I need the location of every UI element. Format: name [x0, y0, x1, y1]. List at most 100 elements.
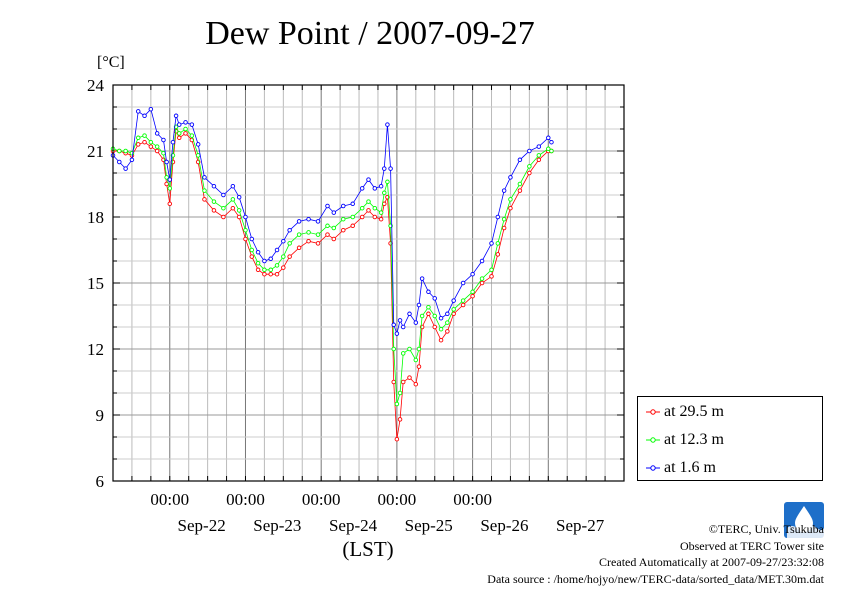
legend-marker-icon	[646, 437, 660, 443]
data-point	[176, 131, 182, 136]
x-day-label: Sep-23	[253, 516, 301, 535]
data-point	[170, 139, 176, 145]
data-point	[407, 311, 412, 317]
data-point	[306, 238, 311, 244]
data-point	[296, 245, 302, 251]
data-point	[400, 324, 406, 330]
data-point	[479, 258, 485, 264]
credits-block: ©TERC, Univ. Tsukuba Observed at TERC To…	[487, 521, 824, 587]
data-point	[148, 144, 154, 149]
data-point	[249, 236, 255, 242]
data-point	[391, 346, 396, 352]
data-point	[350, 201, 355, 207]
data-point	[372, 205, 378, 211]
data-point	[176, 135, 182, 141]
data-point	[400, 351, 406, 356]
data-point	[479, 276, 485, 281]
terc-logo-icon	[784, 502, 824, 538]
data-point	[536, 153, 542, 158]
x-hour-label: 00:00	[453, 490, 492, 509]
data-point	[164, 159, 169, 165]
data-point	[189, 122, 195, 127]
data-point	[211, 199, 217, 204]
data-point	[142, 113, 147, 119]
data-point	[432, 324, 437, 330]
data-point	[183, 131, 188, 136]
data-point	[508, 175, 513, 180]
data-point	[426, 289, 431, 295]
data-point	[426, 311, 431, 317]
data-point	[432, 313, 437, 319]
data-point	[495, 214, 501, 220]
y-tick-label: 6	[96, 472, 105, 491]
legend-label: at 12.3 m	[664, 431, 724, 448]
data-point	[148, 139, 154, 145]
data-point	[372, 186, 378, 191]
data-point	[527, 148, 532, 154]
data-point	[262, 271, 267, 277]
data-point	[536, 144, 542, 149]
data-point	[536, 157, 542, 163]
data-point	[230, 205, 236, 211]
x-hour-label: 00:00	[302, 490, 341, 509]
data-point	[382, 166, 387, 171]
data-point	[202, 175, 207, 180]
data-point	[470, 293, 475, 299]
data-point	[489, 274, 494, 279]
data-point	[460, 298, 466, 303]
data-point	[413, 357, 419, 363]
data-point	[432, 296, 437, 301]
data-point	[154, 148, 160, 154]
data-point	[262, 258, 267, 264]
data-point	[378, 216, 384, 222]
created-text: Created Automatically at 2007-09-27/23:3…	[599, 555, 824, 569]
data-point	[325, 203, 330, 209]
data-point	[243, 236, 248, 242]
data-point	[438, 337, 444, 343]
data-point	[255, 267, 261, 273]
data-point	[142, 133, 147, 138]
data-point	[331, 210, 337, 215]
source-text: Data source : /home/hojyo/new/TERC-data/…	[487, 571, 824, 586]
data-point	[397, 390, 403, 396]
data-point	[176, 122, 182, 127]
legend-entry: at 12.3 m	[646, 429, 724, 451]
data-point	[501, 225, 507, 231]
data-point	[236, 214, 242, 220]
data-point	[255, 249, 261, 255]
data-point	[438, 326, 444, 332]
legend-entry: at 1.6 m	[646, 457, 716, 479]
site-text: Observed at TERC Tower site	[679, 538, 824, 553]
data-point	[281, 254, 286, 259]
data-point	[501, 188, 507, 193]
data-point	[154, 131, 160, 136]
data-point	[385, 179, 390, 185]
data-point	[315, 232, 321, 237]
data-point	[407, 346, 412, 352]
data-point	[400, 379, 406, 385]
data-point	[315, 241, 321, 246]
data-point	[331, 236, 337, 242]
y-axis-unit-label: [°C]	[97, 54, 125, 71]
data-point	[117, 159, 122, 165]
data-point	[296, 219, 302, 224]
data-point	[230, 197, 236, 202]
data-point	[479, 280, 485, 286]
data-point	[445, 311, 450, 317]
y-tick-label: 24	[87, 76, 105, 95]
chart-title: Dew Point / 2007-09-27	[205, 15, 535, 52]
legend-marker-icon	[646, 409, 660, 415]
data-point	[419, 276, 425, 281]
data-point	[419, 313, 425, 319]
data-point	[382, 190, 387, 196]
data-point	[341, 203, 346, 209]
data-point	[243, 214, 248, 220]
data-point	[366, 199, 371, 204]
data-point	[161, 137, 166, 143]
data-point	[501, 216, 507, 222]
data-point	[221, 192, 226, 198]
data-point	[189, 133, 195, 138]
series-at-29-5-m	[110, 128, 554, 442]
data-point	[517, 181, 523, 187]
copyright-text: ©TERC, Univ. Tsukuba	[708, 522, 824, 536]
